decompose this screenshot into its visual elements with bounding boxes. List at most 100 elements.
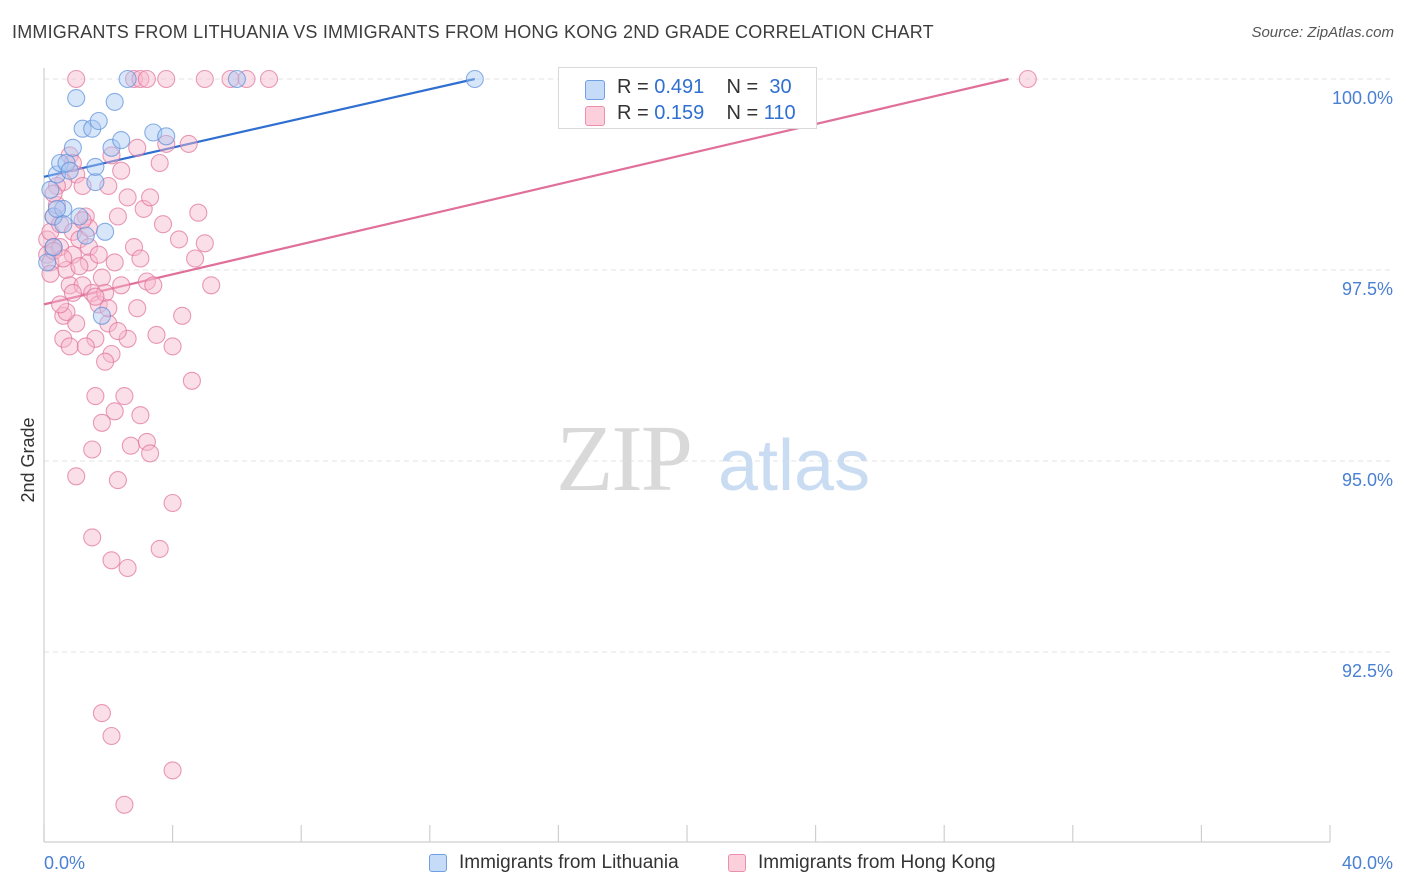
point-hongkong xyxy=(1018,69,1037,89)
watermark-zip: ZIP xyxy=(556,407,691,511)
point-hongkong xyxy=(86,387,105,406)
point-hongkong xyxy=(54,329,73,348)
point-hongkong xyxy=(57,302,76,322)
point-hongkong xyxy=(141,188,160,207)
point-hongkong xyxy=(186,249,205,268)
watermark: ZIP atlas xyxy=(556,407,870,511)
legend-item-lithuania[interactable]: Immigrants from Lithuania xyxy=(429,852,679,874)
point-lithuania xyxy=(70,207,89,226)
chart-title: IMMIGRANTS FROM LITHUANIA VS IMMIGRANTS … xyxy=(12,22,934,42)
point-lithuania xyxy=(41,180,60,199)
n-label: N = xyxy=(726,101,759,124)
point-hongkong xyxy=(115,387,134,406)
r-label: R = xyxy=(617,75,649,98)
point-lithuania xyxy=(86,157,105,176)
y-tick-label: 97.5% xyxy=(1342,279,1393,299)
legend-label: Immigrants from Lithuania xyxy=(459,852,679,873)
point-lithuania xyxy=(54,199,73,218)
legend-label: Immigrants from Hong Kong xyxy=(758,852,996,873)
n-label: N = xyxy=(726,75,759,98)
point-lithuania xyxy=(47,199,66,218)
legend-item-hongkong[interactable]: Immigrants from Hong Kong xyxy=(728,852,996,874)
legend-swatch-hongkong xyxy=(728,854,746,872)
point-lithuania xyxy=(44,238,63,257)
point-hongkong xyxy=(128,138,147,157)
point-lithuania xyxy=(51,153,70,173)
point-hongkong xyxy=(108,471,127,490)
point-hongkong xyxy=(105,402,124,421)
point-hongkong xyxy=(144,276,163,295)
point-lithuania xyxy=(157,127,176,146)
point-lithuania xyxy=(118,69,137,89)
y-tick-label: 92.5% xyxy=(1342,661,1393,681)
source-label: Source: ZipAtlas.com xyxy=(1251,24,1394,41)
point-hongkong xyxy=(124,69,144,89)
point-lithuania xyxy=(60,161,79,180)
correlation-row-lithuania: R = 0.491 N = 30 xyxy=(585,74,792,100)
data-points xyxy=(38,69,1037,814)
point-hongkong xyxy=(121,436,140,455)
trend-line-hongkong xyxy=(43,77,1009,306)
point-hongkong xyxy=(131,406,150,425)
point-hongkong xyxy=(63,245,82,264)
legend-swatch-lithuania xyxy=(429,854,447,872)
tick-labels: 92.5% 95.0% 97.5% 100.0% 0.0% 40.0% xyxy=(44,88,1393,873)
r-value: 0.159 xyxy=(654,101,705,124)
point-lithuania xyxy=(76,226,95,245)
y-tick-label: 100.0% xyxy=(1332,88,1393,108)
point-hongkong xyxy=(157,69,176,89)
point-lithuania xyxy=(465,69,484,89)
point-hongkong xyxy=(221,69,240,89)
point-lithuania xyxy=(86,173,105,192)
legend: Immigrants from Lithuania Immigrants fro… xyxy=(0,852,1406,878)
trend-lines xyxy=(43,77,1009,306)
point-hongkong xyxy=(79,238,99,257)
point-hongkong xyxy=(202,276,221,295)
point-hongkong xyxy=(76,337,95,356)
point-hongkong xyxy=(163,493,182,513)
point-lithuania xyxy=(112,131,131,150)
point-lithuania xyxy=(83,119,102,138)
point-lithuania xyxy=(89,111,108,131)
point-lithuania xyxy=(67,89,86,108)
point-hongkong xyxy=(163,337,182,356)
point-hongkong xyxy=(73,276,92,295)
r-label: R = xyxy=(617,101,649,124)
x-tick-label-min: 0.0% xyxy=(44,853,85,873)
y-axis-label: 2nd Grade xyxy=(18,417,38,502)
lithuania-swatch xyxy=(585,80,605,100)
point-hongkong xyxy=(67,467,86,486)
point-lithuania xyxy=(73,119,92,138)
correlation-box: R = 0.491 N = 30 R = 0.159 N = 110 xyxy=(558,67,817,129)
n-value: 110 xyxy=(763,101,796,124)
hongkong-swatch xyxy=(585,106,605,126)
point-hongkong xyxy=(150,153,169,173)
point-hongkong xyxy=(131,249,150,268)
point-lithuania xyxy=(227,69,246,89)
point-hongkong xyxy=(89,245,108,264)
point-hongkong xyxy=(102,146,121,165)
point-hongkong xyxy=(259,69,279,89)
point-hongkong xyxy=(108,322,127,341)
point-lithuania xyxy=(102,138,121,157)
point-hongkong xyxy=(67,314,86,333)
point-hongkong xyxy=(124,238,144,257)
point-hongkong xyxy=(108,207,127,226)
point-hongkong xyxy=(157,134,176,153)
point-hongkong xyxy=(118,188,137,207)
point-hongkong xyxy=(137,69,156,89)
point-lithuania xyxy=(54,215,73,234)
point-hongkong xyxy=(118,558,137,578)
point-hongkong xyxy=(44,241,63,260)
point-hongkong xyxy=(153,215,173,234)
point-hongkong xyxy=(96,283,115,302)
trend-line-lithuania xyxy=(43,77,476,178)
point-hongkong xyxy=(79,253,99,272)
n-value: 30 xyxy=(769,75,792,98)
point-hongkong xyxy=(63,283,82,302)
point-hongkong xyxy=(150,539,169,558)
point-hongkong xyxy=(147,325,166,344)
x-tick-label-max: 40.0% xyxy=(1342,853,1393,873)
y-tick-label: 95.0% xyxy=(1342,470,1393,490)
